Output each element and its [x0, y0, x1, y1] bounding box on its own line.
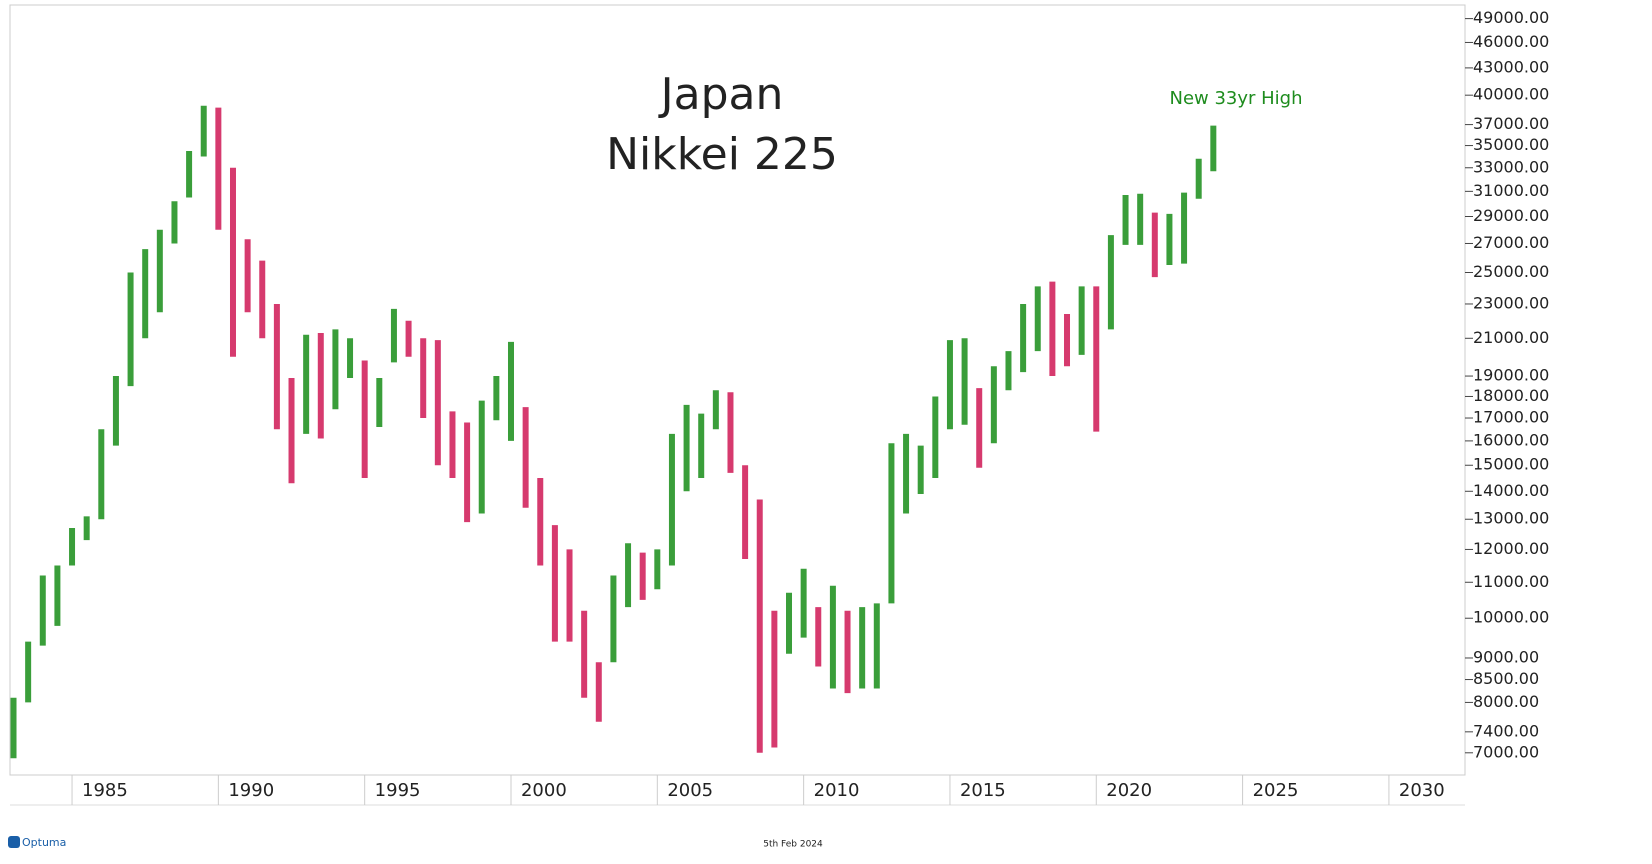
y-tick-label: 37000.00	[1473, 114, 1549, 133]
y-tick-label: 19000.00	[1473, 366, 1549, 385]
y-tick-label: 8000.00	[1473, 692, 1539, 711]
x-tick-label: 1990	[228, 780, 274, 801]
logo: Optuma	[22, 836, 66, 849]
y-tick-label: 29000.00	[1473, 206, 1549, 225]
y-tick-label: 25000.00	[1473, 262, 1549, 281]
y-tick-label: 12000.00	[1473, 539, 1549, 558]
x-tick-label: 1995	[375, 780, 421, 801]
y-tick-label: 43000.00	[1473, 57, 1549, 76]
y-tick-label: 33000.00	[1473, 157, 1549, 176]
y-tick-label: 7000.00	[1473, 742, 1539, 761]
y-tick-label: 9000.00	[1473, 647, 1539, 666]
x-tick-label: 1985	[82, 780, 128, 801]
logo-icon	[8, 836, 20, 848]
x-tick-label: 2005	[667, 780, 713, 801]
y-tick-label: 46000.00	[1473, 32, 1549, 51]
x-tick-label: 2015	[960, 780, 1006, 801]
y-tick-label: 14000.00	[1473, 481, 1549, 500]
y-tick-label: 16000.00	[1473, 430, 1549, 449]
y-tick-label: 10000.00	[1473, 608, 1549, 627]
y-tick-label: 11000.00	[1473, 572, 1549, 591]
x-tick-label: 2030	[1399, 780, 1445, 801]
x-tick-label: 2010	[814, 780, 860, 801]
chart-subtitle: Nikkei 225	[606, 129, 838, 180]
y-tick-label: 13000.00	[1473, 509, 1549, 528]
chart-title: Japan	[658, 69, 784, 120]
y-tick-label: 23000.00	[1473, 293, 1549, 312]
y-tick-label: 31000.00	[1473, 181, 1549, 200]
y-tick-label: 40000.00	[1473, 85, 1549, 104]
x-tick-label: 2000	[521, 780, 567, 801]
plot-frame	[9, 4, 1466, 776]
y-tick-label: 15000.00	[1473, 455, 1549, 474]
y-tick-label: 49000.00	[1473, 8, 1549, 27]
y-tick-label: 8500.00	[1473, 669, 1539, 688]
y-tick-label: 21000.00	[1473, 328, 1549, 347]
y-tick-label: 27000.00	[1473, 233, 1549, 252]
x-tick-label: 2020	[1106, 780, 1152, 801]
y-tick-label: 18000.00	[1473, 386, 1549, 405]
annotation: New 33yr High	[1169, 88, 1302, 109]
y-tick-label: 17000.00	[1473, 408, 1549, 427]
footer-date: 5th Feb 2024	[763, 840, 823, 850]
y-tick-label: 7400.00	[1473, 721, 1539, 740]
y-tick-label: 35000.00	[1473, 135, 1549, 154]
x-tick-label: 2025	[1253, 780, 1299, 801]
